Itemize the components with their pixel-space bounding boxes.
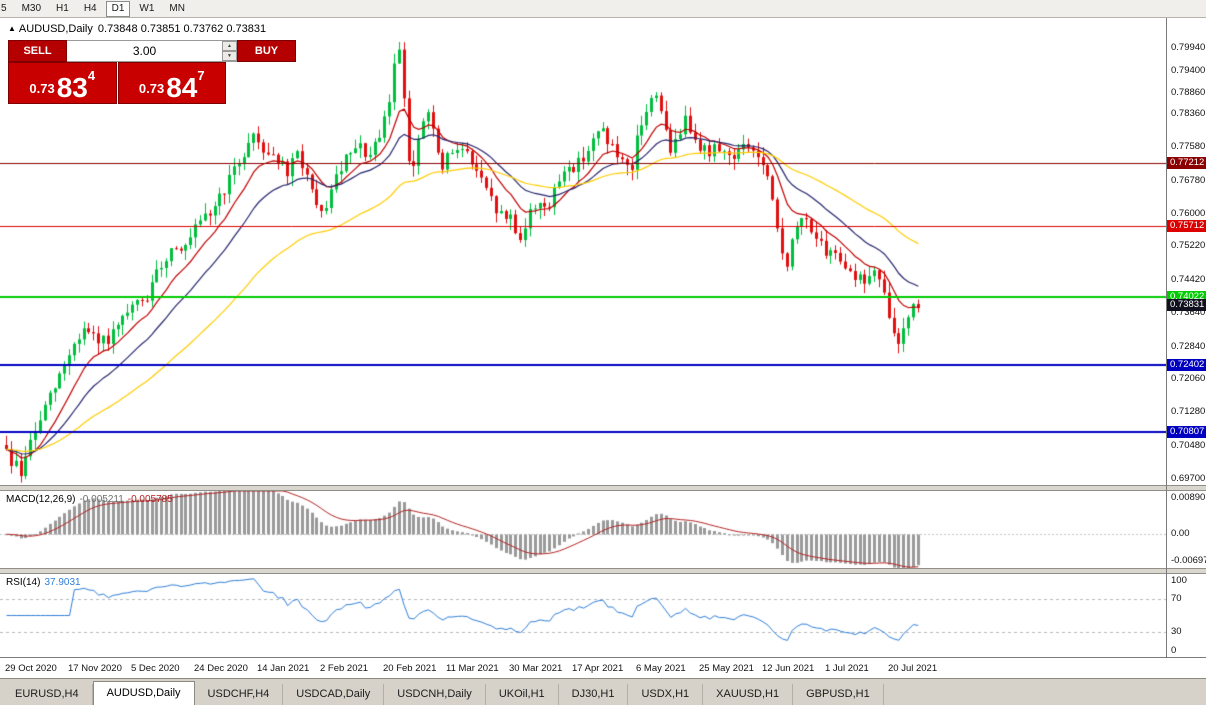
macd-axis-label: 0.00 xyxy=(1171,528,1190,539)
panel-separator[interactable] xyxy=(0,568,1206,574)
chart-tabs-bar: EURUSD,H4 AUDUSD,Daily USDCHF,H4 USDCAD,Dai… xyxy=(0,678,1206,705)
chart-ohlc-values: 0.73848 0.73851 0.73762 0.73831 xyxy=(97,23,267,35)
timeframe-button-m30[interactable]: M30 xyxy=(21,2,42,14)
chart-tab-usdcnh-daily[interactable]: USDCNH,Daily xyxy=(384,684,486,705)
price-axis-label: 0.76780 xyxy=(1171,175,1206,186)
chart-title: ▲ AUDUSD,Daily 0.73848 0.73851 0.73762 0.7… xyxy=(8,23,266,35)
price-axis-label: 0.71280 xyxy=(1171,406,1206,417)
time-axis-label: 20 Jul 2021 xyxy=(888,663,938,674)
timeframe-button-h4[interactable]: H4 xyxy=(83,2,97,14)
rsi-panel-canvas[interactable] xyxy=(0,574,1166,657)
chart-tab-audusd-daily[interactable]: AUDUSD,Daily xyxy=(92,681,195,705)
time-axis-label: 30 Mar 2021 xyxy=(509,663,563,674)
macd-axis-label: 0.00890 xyxy=(1171,492,1206,503)
volume-up-button[interactable]: ▲ xyxy=(222,41,237,51)
bid-price-pip-digit: 4 xyxy=(87,68,96,83)
time-axis-label: 20 Feb 2021 xyxy=(383,663,437,674)
chart-window: ▲ AUDUSD,Daily 0.73848 0.73851 0.73762 0.7… xyxy=(0,18,1206,678)
price-axis-label: 0.69700 xyxy=(1171,473,1206,484)
rsi-axis-label: 0 xyxy=(1171,645,1177,656)
rsi-indicator-label: RSI(14) 37.9031 xyxy=(6,577,81,588)
time-axis-label: 12 Jun 2021 xyxy=(762,663,815,674)
hline-price-label: 0.77212 xyxy=(1167,157,1206,169)
price-axis-label: 0.75220 xyxy=(1171,240,1206,251)
timeframe-button-mn[interactable]: MN xyxy=(169,2,185,14)
chart-tab-dj30-h1[interactable]: DJ30,H1 xyxy=(559,684,629,705)
price-axis-label: 0.72060 xyxy=(1171,373,1206,384)
rsi-name: RSI(14) xyxy=(6,577,41,588)
bid-price-big-digits: 83 xyxy=(56,72,88,103)
price-axis-label: 0.73640 xyxy=(1171,307,1206,318)
time-axis-label: 2 Feb 2021 xyxy=(320,663,369,674)
volume-control: ▲ ▼ xyxy=(67,40,237,62)
price-axis-label: 0.74420 xyxy=(1171,274,1206,285)
time-axis-label: 11 Mar 2021 xyxy=(446,663,499,674)
chart-window-icon: ▲ xyxy=(8,24,16,33)
time-axis-label: 17 Apr 2021 xyxy=(572,663,624,674)
price-axis-label: 0.78360 xyxy=(1171,108,1206,119)
price-axis-label: 0.72840 xyxy=(1171,341,1206,352)
chart-tab-eurusd-h4[interactable]: EURUSD,H4 xyxy=(2,684,93,705)
price-axis-label: 0.78860 xyxy=(1171,87,1206,98)
ask-price-big-digits: 84 xyxy=(166,72,198,103)
ask-price-pip-digit: 7 xyxy=(197,68,205,83)
price-axis[interactable]: 0.79940 0.79400 0.78860 0.78360 0.77580 0.767… xyxy=(1167,18,1206,678)
time-axis-label: 17 Nov 2020 xyxy=(68,663,122,674)
price-axis-label: 0.70480 xyxy=(1171,440,1206,451)
chart-tab-usdcad-daily[interactable]: USDCAD,Daily xyxy=(283,684,385,705)
buy-button[interactable]: BUY xyxy=(237,40,296,62)
hline-price-label: 0.70807 xyxy=(1167,426,1206,438)
timeframe-button-5[interactable]: 5 xyxy=(1,2,7,14)
macd-main-value: -0.005211 xyxy=(79,494,124,505)
timeframe-button-h1[interactable]: H1 xyxy=(56,2,69,14)
time-axis-label: 29 Oct 2020 xyxy=(5,663,57,674)
macd-name: MACD(12,26,9) xyxy=(6,494,76,505)
time-axis-label: 6 May 2021 xyxy=(636,663,686,674)
bid-price-prefix: 0.73 xyxy=(29,81,55,96)
price-axis-label: 0.77580 xyxy=(1171,141,1206,152)
rsi-value: 37.9031 xyxy=(44,577,81,588)
time-axis-label: 5 Dec 2020 xyxy=(131,663,180,674)
timeframe-toolbar: 5 M30 H1 H4 D1 W1 MN xyxy=(0,0,1206,18)
macd-axis-label: -0.00697 xyxy=(1171,555,1206,566)
bid-price-display[interactable]: 0.73 83 4 xyxy=(8,62,117,104)
chart-tab-xauusd-h1[interactable]: XAUUSD,H1 xyxy=(703,684,794,705)
timeframe-button-w1[interactable]: W1 xyxy=(139,2,155,14)
chart-tab-usdchf-h4[interactable]: USDCHF,H4 xyxy=(195,684,284,705)
rsi-axis-label: 100 xyxy=(1171,575,1187,586)
price-axis-label: 0.79400 xyxy=(1171,65,1206,76)
hline-price-label: 0.75712 xyxy=(1167,220,1206,232)
panel-separator[interactable] xyxy=(0,485,1206,491)
time-axis-label: 14 Jan 2021 xyxy=(257,663,310,674)
macd-panel-canvas[interactable] xyxy=(0,491,1166,568)
one-click-trading-panel: SELL ▲ ▼ BUY 0.73 83 4 0.73 84 7 xyxy=(8,40,296,104)
chart-tab-ukoil-h1[interactable]: UKOil,H1 xyxy=(486,684,559,705)
price-axis-label: 0.76000 xyxy=(1171,208,1206,219)
chart-tab-gbpusd-h1[interactable]: GBPUSD,H1 xyxy=(793,684,884,705)
chart-tab-usdx-h1[interactable]: USDX,H1 xyxy=(628,684,704,705)
chart-symbol-label: AUDUSD,Daily xyxy=(18,23,93,35)
volume-down-button[interactable]: ▼ xyxy=(222,51,237,61)
price-axis-label: 0.79940 xyxy=(1171,42,1206,53)
price-axis-separator xyxy=(1166,18,1167,657)
macd-indicator-label: MACD(12,26,9) -0.005211 -0.005785 xyxy=(6,494,173,505)
time-axis-label: 25 May 2021 xyxy=(699,663,754,674)
hline-price-label: 0.72402 xyxy=(1167,359,1206,371)
rsi-axis-label: 70 xyxy=(1171,593,1182,604)
ask-price-prefix: 0.73 xyxy=(138,81,165,96)
current-price-label: 0.73831 xyxy=(1167,299,1206,311)
macd-signal-value: -0.005785 xyxy=(127,494,173,505)
time-axis[interactable]: 29 Oct 2020 17 Nov 2020 5 Dec 2020 24 Dec 2… xyxy=(0,657,1206,678)
ask-price-display[interactable]: 0.73 84 7 xyxy=(117,62,226,104)
sell-button[interactable]: SELL xyxy=(8,40,67,62)
volume-input[interactable] xyxy=(67,41,222,61)
time-axis-label: 1 Jul 2021 xyxy=(825,663,869,674)
rsi-axis-label: 30 xyxy=(1171,626,1182,637)
time-axis-label: 24 Dec 2020 xyxy=(194,663,248,674)
timeframe-button-d1[interactable]: D1 xyxy=(105,0,131,17)
